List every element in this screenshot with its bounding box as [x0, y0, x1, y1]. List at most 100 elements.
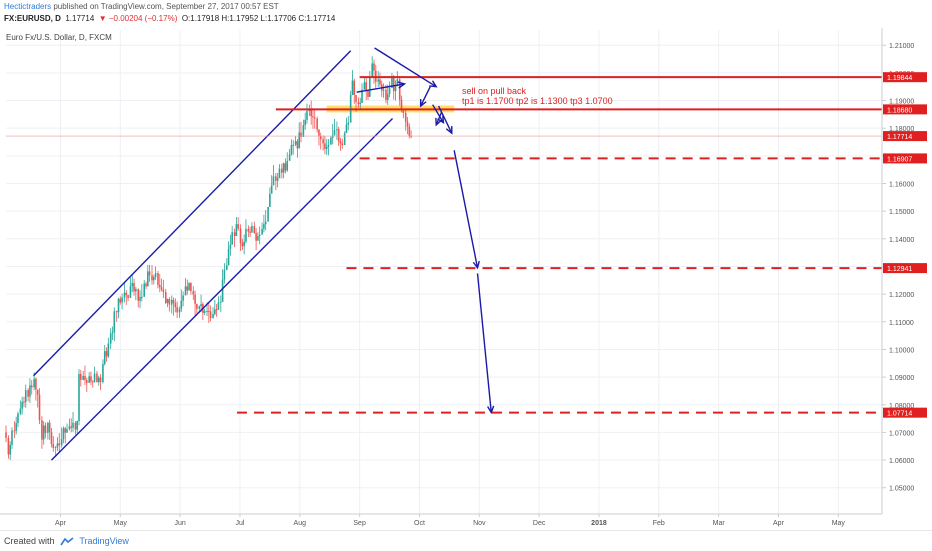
candle [302, 119, 305, 138]
candle [398, 76, 401, 106]
candle [84, 365, 86, 386]
candle-body [357, 101, 360, 105]
candle [93, 366, 96, 383]
candle-body [113, 311, 116, 333]
candle [176, 301, 178, 318]
candle-body [241, 242, 244, 247]
candle [361, 83, 363, 104]
candle [339, 137, 342, 151]
candle-body [117, 298, 120, 313]
candle [29, 378, 31, 403]
candle [151, 265, 153, 285]
candle [330, 136, 332, 145]
price-tag-bg [883, 131, 927, 142]
candle [212, 307, 214, 319]
candle [288, 148, 291, 161]
candle-body [91, 381, 94, 383]
candle-body [62, 428, 65, 440]
candle [396, 71, 399, 87]
candle [76, 420, 79, 434]
candle-body [88, 376, 90, 383]
candle-body [269, 193, 271, 208]
candle [170, 295, 173, 314]
candle [245, 219, 247, 244]
time-tick-label: Sep [353, 520, 366, 527]
price-tag-bg [883, 407, 927, 418]
candle-body [272, 176, 275, 186]
created-with-label: Created with [4, 536, 55, 546]
price-tick-label: 1.15000 [889, 209, 914, 216]
arrow-head [419, 99, 427, 108]
candle [312, 108, 314, 129]
candle-body [263, 224, 265, 229]
candle [24, 384, 27, 408]
candle [241, 238, 244, 251]
candle [324, 135, 326, 155]
annotation-line-1: sell on pull back [462, 86, 527, 96]
candle-body [255, 233, 257, 241]
candle-body [233, 232, 236, 237]
price-tag: 1.16907 [883, 153, 927, 164]
candle-body [353, 80, 356, 95]
candle [60, 427, 63, 448]
tradingview-brand[interactable]: TradingView [79, 536, 129, 546]
time-tick-label: Apr [55, 520, 67, 527]
price-tag: 1.07714 [883, 407, 927, 418]
candle-body [135, 288, 137, 292]
candle-body [9, 444, 11, 455]
candle-body [327, 144, 330, 147]
candle-body [52, 444, 55, 448]
candle-body [302, 125, 305, 138]
candle [229, 234, 232, 256]
candle [269, 187, 271, 208]
candle [129, 277, 132, 298]
price-tick-label: 1.06000 [889, 458, 914, 465]
time-axis[interactable]: Apr May Jun Jul Aug Sep Oct Nov Dec 2018 Feb Mar Apr… [0, 513, 882, 527]
price-chart[interactable]: Euro Fx/U.S. Dollar, D, FXCM sell on pul… [0, 28, 932, 530]
candle-body [404, 112, 407, 122]
candle [119, 296, 122, 305]
candle [70, 418, 73, 433]
candle [125, 289, 128, 305]
candle-body [29, 385, 31, 397]
candle-body [48, 422, 51, 433]
candle-body [261, 228, 263, 235]
candle-body [186, 286, 189, 291]
candle [178, 306, 181, 318]
time-tick-label: May [114, 520, 128, 527]
price-tick-label: 1.07000 [889, 430, 914, 437]
author-link[interactable]: Hectictraders [4, 2, 52, 11]
candle-body [76, 421, 79, 430]
price-tags: 1.19844 1.18680 1.17714 1.16907 1.12941 1.077… [883, 72, 927, 418]
ohlc-values: O:1.17918 H:1.17952 L:1.17706 C:1.17714 [181, 14, 336, 23]
candle-body [50, 432, 53, 445]
candle [127, 294, 129, 302]
candle [298, 122, 300, 149]
price-tag-label: 1.12941 [887, 266, 912, 273]
price-change: ▼ −0.00204 (−0.17%) [98, 14, 178, 23]
candle-body [47, 422, 49, 433]
candle-body [225, 265, 228, 270]
candle-body [245, 228, 247, 242]
candle-body [111, 332, 114, 334]
time-tick-label: Mar [713, 520, 726, 527]
candle [251, 222, 253, 233]
candle [286, 152, 289, 172]
candle-body [24, 390, 27, 402]
candle [139, 290, 141, 309]
candle-body [341, 143, 344, 146]
tradingview-logo-icon [60, 537, 74, 546]
candle-body [347, 122, 350, 125]
candle [327, 138, 330, 156]
candle-body [184, 286, 187, 296]
candle [243, 234, 245, 255]
candle [249, 226, 251, 237]
candle-body [379, 79, 381, 85]
created-with: Created with TradingView [4, 536, 129, 546]
candle-body [190, 283, 192, 292]
price-tag-bg [883, 263, 927, 274]
candle-body [30, 385, 33, 388]
candle-body [398, 79, 401, 100]
arrow-head [472, 260, 480, 270]
candle [382, 83, 385, 98]
